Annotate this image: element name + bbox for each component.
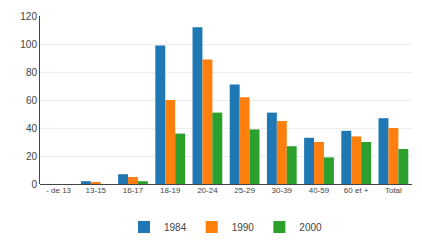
svg-text:100: 100 <box>20 39 37 50</box>
svg-text:60: 60 <box>26 95 38 106</box>
svg-text:60 et +: 60 et + <box>344 186 369 195</box>
svg-text:20: 20 <box>26 151 38 162</box>
svg-text:20-24: 20-24 <box>197 186 218 195</box>
svg-text:30-39: 30-39 <box>272 186 293 195</box>
svg-text:80: 80 <box>26 67 38 78</box>
svg-text:2000: 2000 <box>299 222 322 233</box>
svg-text:13-15: 13-15 <box>86 186 107 195</box>
svg-text:18-19: 18-19 <box>160 186 181 195</box>
svg-text:16-17: 16-17 <box>123 186 144 195</box>
svg-text:120: 120 <box>20 11 37 22</box>
svg-text:- de 13: - de 13 <box>46 186 71 195</box>
svg-text:Total: Total <box>385 186 402 195</box>
svg-text:0: 0 <box>31 179 37 190</box>
svg-text:40-59: 40-59 <box>309 186 330 195</box>
svg-text:40: 40 <box>26 123 38 134</box>
svg-text:25-29: 25-29 <box>234 186 255 195</box>
svg-text:1984: 1984 <box>164 222 187 233</box>
svg-text:1990: 1990 <box>232 222 255 233</box>
